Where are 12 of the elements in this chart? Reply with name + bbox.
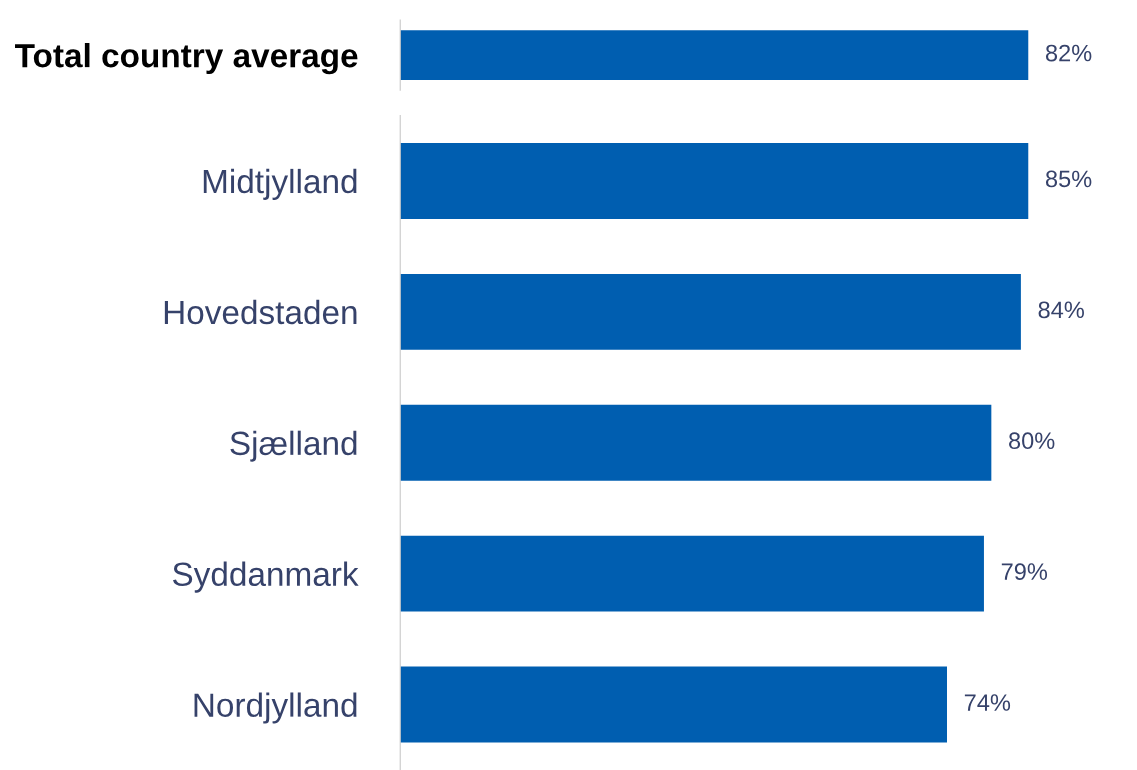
y-tick-label: Hovedstaden <box>164 299 357 325</box>
data-label: 79% <box>1001 563 1048 580</box>
y-tick-label: Syddanmark <box>172 561 359 593</box>
y-tick-label: Sjælland <box>230 430 357 462</box>
data-label: 74% <box>964 694 1011 711</box>
y-tick-label: Midtjylland <box>203 168 357 200</box>
y-tick-label: Total country average <box>15 42 358 75</box>
data-label: 85% <box>1045 170 1092 188</box>
data-label: 80% <box>1009 432 1055 450</box>
y-tick-label: Nordjylland <box>194 692 357 724</box>
data-label: 82% <box>1045 44 1092 62</box>
data-label: 84% <box>1038 301 1084 319</box>
